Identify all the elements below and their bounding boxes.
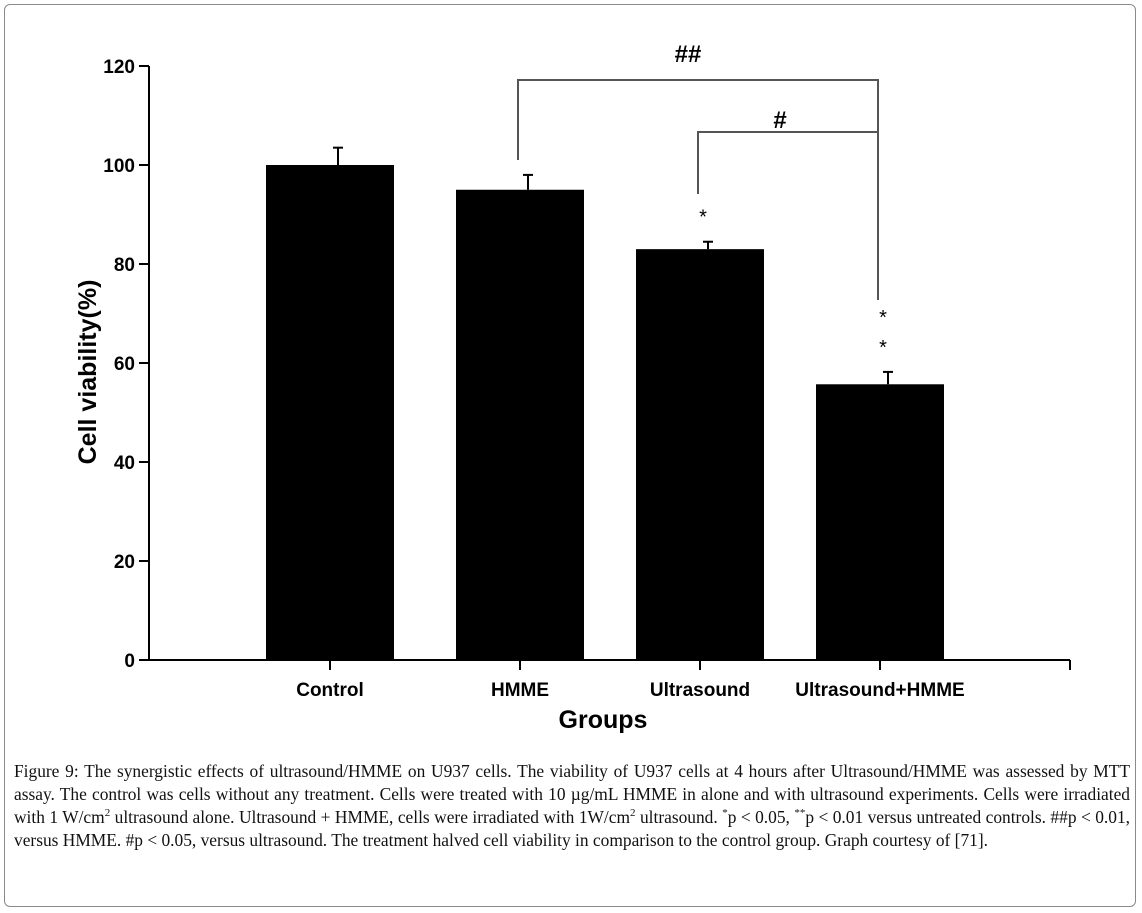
- y-tick-label-6: 120: [103, 57, 135, 78]
- y-tick-label-5: 100: [103, 156, 135, 177]
- y-tick-label-0: 0: [124, 651, 135, 672]
- caption-text-4: p < 0.05,: [727, 807, 795, 827]
- bracket-label-0: ##: [675, 41, 702, 68]
- caption-sup-4: **: [794, 807, 806, 820]
- significance-mark-1-0: *: [879, 307, 887, 329]
- figure-label: Figure 9:: [14, 761, 79, 781]
- caption-sup-3: *: [722, 807, 728, 820]
- bar-0: [266, 165, 394, 660]
- significance-mark-1-1: *: [879, 337, 887, 359]
- x-axis-title: Groups: [559, 706, 648, 734]
- caption-text-2: ultrasound alone. Ultrasound + HMME, cel…: [110, 807, 631, 827]
- bar-1: [456, 189, 584, 660]
- caption-text-1: The synergistic effects of ultrasound/HM…: [14, 761, 1130, 827]
- caption-sup-2: 2: [630, 807, 636, 820]
- x-tick-label-2: Ultrasound: [650, 680, 750, 701]
- bar-2: [636, 249, 764, 660]
- x-tick-label-1: HMME: [491, 680, 549, 701]
- x-tick-label-3: Ultrasound+HMME: [795, 680, 964, 701]
- bar-3: [816, 384, 944, 660]
- figure-caption: Figure 9: The synergistic effects of ult…: [14, 760, 1130, 852]
- y-tick-label-1: 20: [114, 552, 135, 573]
- bar-chart: 0 20 40 60 80 100 120 Control HMME Ultrasound Ultr…: [74, 41, 1071, 734]
- bracket-label-1: #: [773, 107, 786, 134]
- y-tick-label-4: 80: [114, 255, 135, 276]
- y-tick-label-2: 40: [114, 453, 135, 474]
- caption-text-5: p < 0.01 versus untreated controls. ##p …: [14, 807, 1130, 850]
- significance-bracket-1: [697, 131, 879, 300]
- y-tick-label-3: 60: [114, 354, 135, 375]
- x-tick-label-0: Control: [296, 680, 364, 701]
- significance-mark-0-0: *: [699, 207, 707, 229]
- caption-sup-1: 2: [104, 807, 111, 820]
- y-axis-title: Cell viability(%): [74, 280, 102, 465]
- caption-text-3: ultrasound.: [635, 807, 723, 827]
